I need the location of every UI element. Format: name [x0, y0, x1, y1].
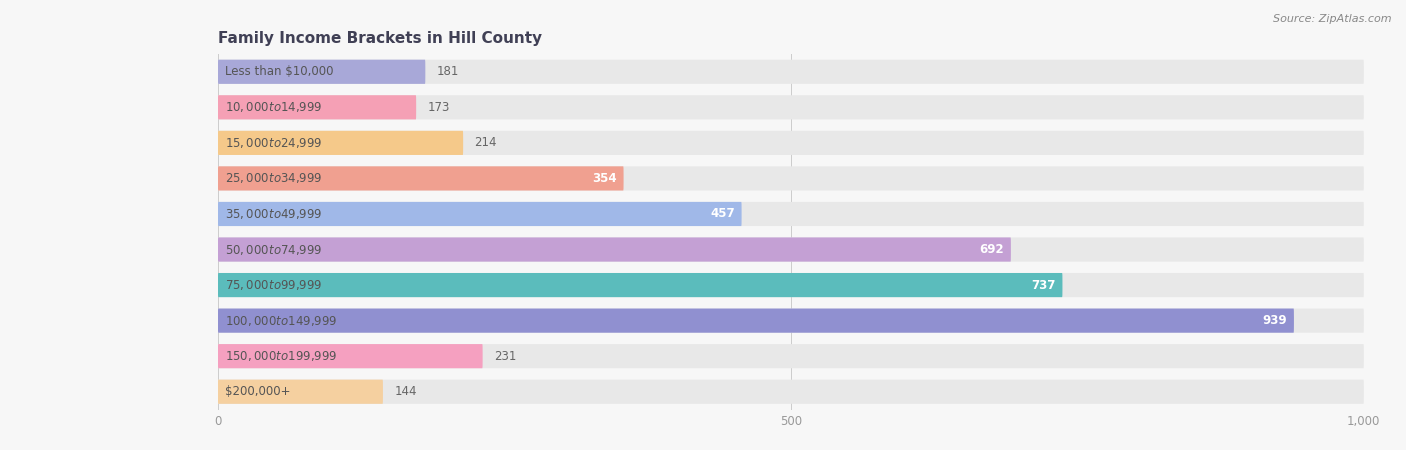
FancyBboxPatch shape	[218, 166, 1364, 190]
Text: $10,000 to $14,999: $10,000 to $14,999	[225, 100, 322, 114]
Text: $15,000 to $24,999: $15,000 to $24,999	[225, 136, 322, 150]
FancyBboxPatch shape	[218, 238, 1011, 261]
Text: 737: 737	[1031, 279, 1056, 292]
FancyBboxPatch shape	[218, 344, 482, 368]
Text: $100,000 to $149,999: $100,000 to $149,999	[225, 314, 337, 328]
Text: 457: 457	[710, 207, 735, 220]
Text: $50,000 to $74,999: $50,000 to $74,999	[225, 243, 322, 256]
FancyBboxPatch shape	[218, 202, 1364, 226]
Text: $150,000 to $199,999: $150,000 to $199,999	[225, 349, 337, 363]
FancyBboxPatch shape	[218, 344, 1364, 368]
FancyBboxPatch shape	[218, 95, 416, 119]
FancyBboxPatch shape	[218, 60, 1364, 84]
FancyBboxPatch shape	[218, 95, 1364, 119]
Text: Less than $10,000: Less than $10,000	[225, 65, 333, 78]
FancyBboxPatch shape	[218, 238, 1364, 261]
FancyBboxPatch shape	[218, 273, 1364, 297]
FancyBboxPatch shape	[218, 309, 1364, 333]
Text: $35,000 to $49,999: $35,000 to $49,999	[225, 207, 322, 221]
FancyBboxPatch shape	[218, 380, 1364, 404]
Text: 173: 173	[427, 101, 450, 114]
Text: $75,000 to $99,999: $75,000 to $99,999	[225, 278, 322, 292]
Text: $200,000+: $200,000+	[225, 385, 290, 398]
Text: 181: 181	[437, 65, 460, 78]
FancyBboxPatch shape	[218, 131, 463, 155]
FancyBboxPatch shape	[218, 273, 1063, 297]
FancyBboxPatch shape	[218, 166, 624, 190]
FancyBboxPatch shape	[218, 131, 1364, 155]
Text: 939: 939	[1263, 314, 1286, 327]
FancyBboxPatch shape	[218, 60, 426, 84]
Text: Source: ZipAtlas.com: Source: ZipAtlas.com	[1274, 14, 1392, 23]
FancyBboxPatch shape	[218, 202, 741, 226]
Text: $25,000 to $34,999: $25,000 to $34,999	[225, 171, 322, 185]
FancyBboxPatch shape	[218, 380, 382, 404]
Text: 692: 692	[980, 243, 1004, 256]
Text: Family Income Brackets in Hill County: Family Income Brackets in Hill County	[218, 31, 543, 46]
Text: 231: 231	[494, 350, 516, 363]
Text: 144: 144	[395, 385, 418, 398]
Text: 214: 214	[475, 136, 498, 149]
FancyBboxPatch shape	[218, 309, 1294, 333]
Text: 354: 354	[592, 172, 617, 185]
